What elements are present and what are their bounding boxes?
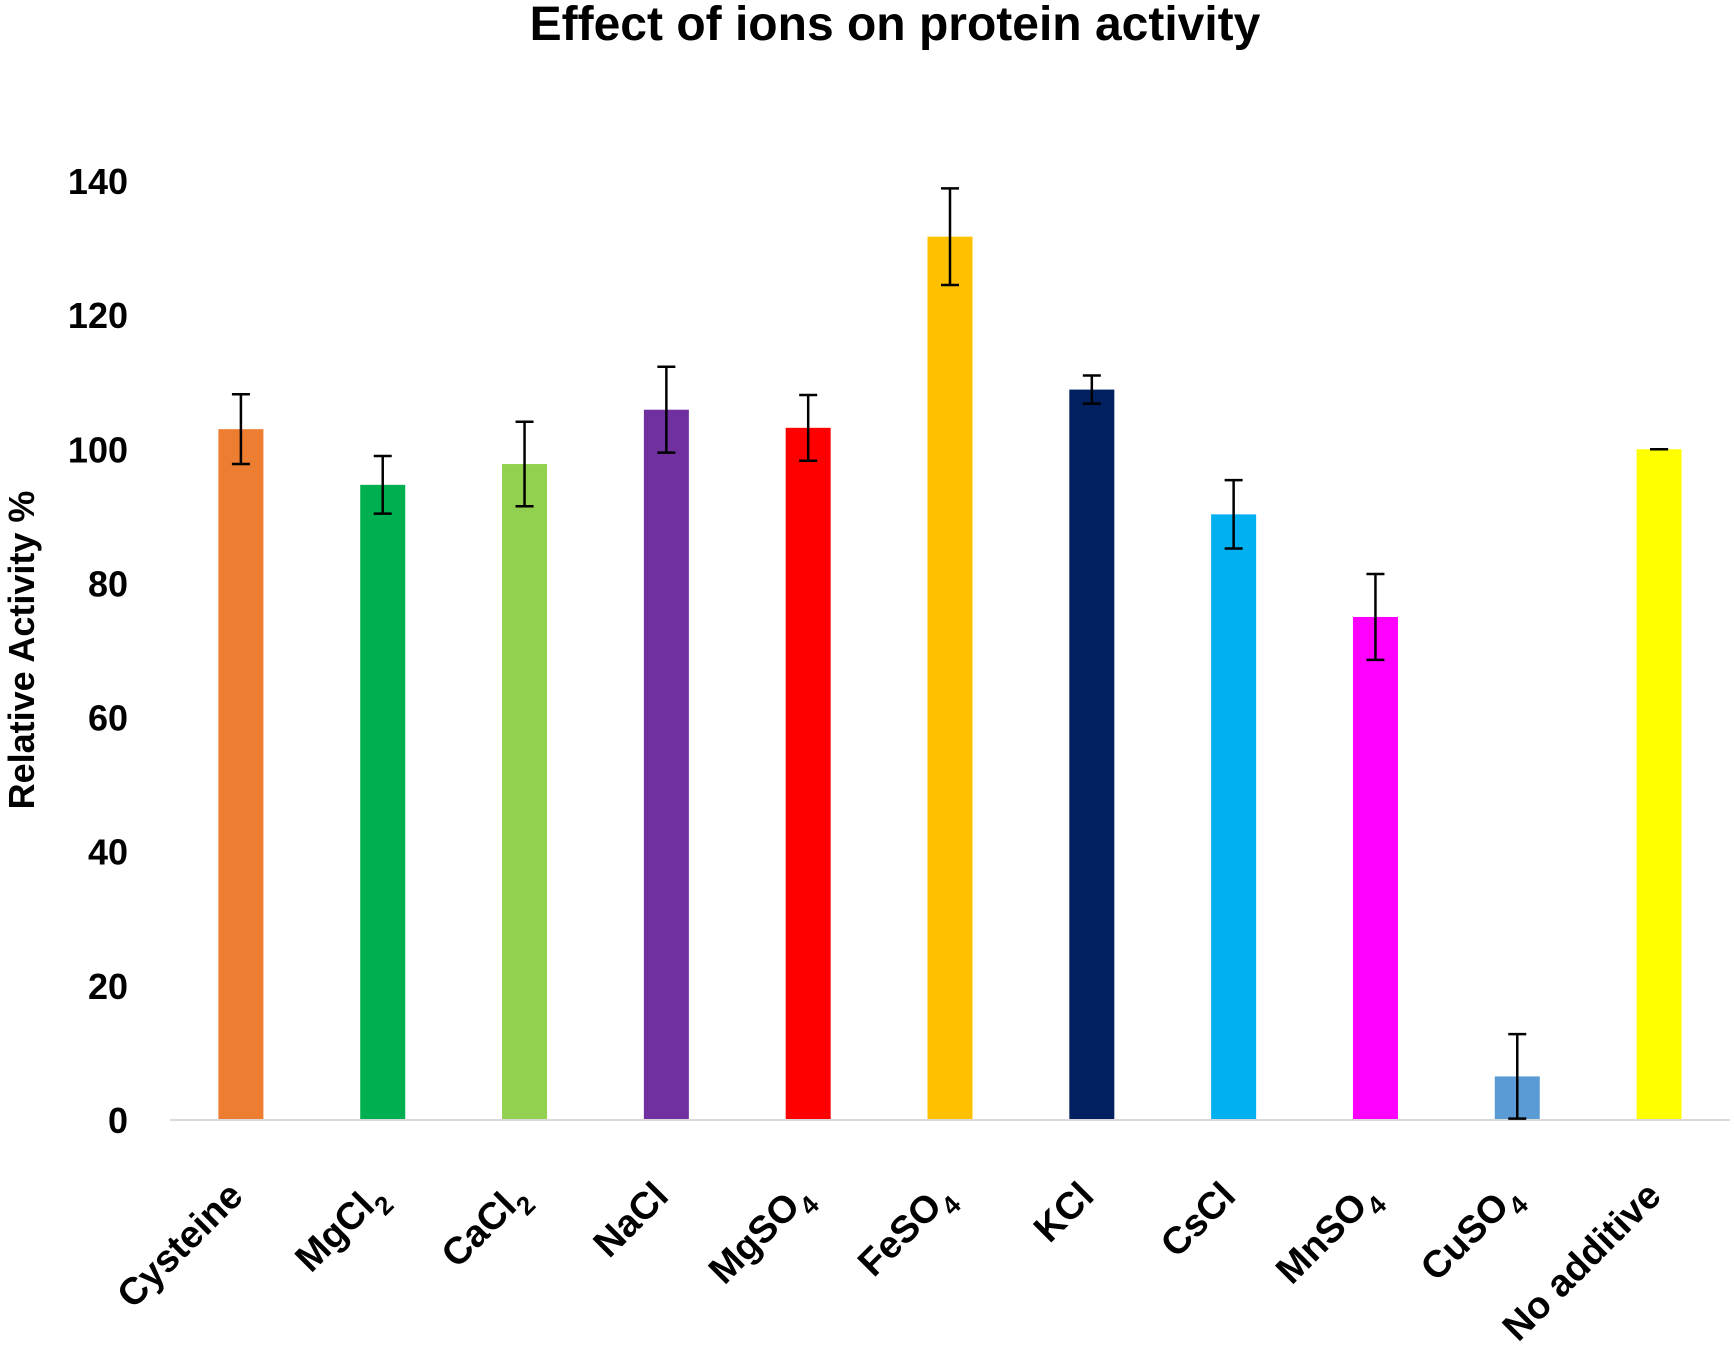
bar-5 [927,236,973,1120]
bar-3 [643,409,689,1120]
x-tick-label-4: MgSO4 [701,1174,825,1298]
error-bar-0 [231,393,250,466]
error-bar-1 [373,454,392,515]
error-bar-4 [799,393,818,462]
x-tick-label-3: NaCl [586,1175,677,1266]
chart-title: Effect of ions on protein activity [530,0,1261,51]
y-tick-label-5: 100 [68,429,128,470]
bar-10 [1636,449,1682,1120]
bar-4 [785,427,831,1120]
x-tick-label-text-9: CuSO [1413,1185,1517,1289]
y-tick-label-0: 0 [108,1100,128,1141]
y-tick-label-3: 60 [88,698,128,739]
x-tick-label-5: FeSO4 [850,1174,967,1291]
y-tick-label-6: 120 [68,295,128,336]
x-tick-label-6: KCl [1026,1175,1102,1251]
x-axis-labels: Cysteine MgCl2 CaCl2 NaCl MgSO4 FeSO4 KCl CsCl M… [110,1174,1670,1350]
y-tick-label-4: 80 [88,563,128,604]
y-tick-label-7: 140 [68,161,128,202]
error-bar-2 [515,420,534,508]
error-bar-9 [1508,1032,1527,1120]
error-bars-group [231,187,1669,1120]
y-axis-ticks: 0 20 40 60 80 100 120 140 [68,161,128,1141]
bar-1 [360,484,406,1120]
x-tick-label-text-6: KCl [1026,1175,1102,1251]
bar-0 [218,429,264,1120]
x-tick-label-9: CuSO4 [1413,1174,1534,1295]
x-tick-label-2: CaCl2 [434,1175,542,1283]
error-bar-5 [941,187,959,287]
error-bar-8 [1366,572,1385,662]
x-tick-label-8: MnSO4 [1268,1174,1392,1298]
error-bar-6 [1082,374,1101,405]
y-axis-label: Relative Activity % [1,491,42,810]
bar-8 [1352,616,1398,1120]
error-bar-3 [657,365,676,454]
x-tick-label-text-4: MgSO [701,1185,808,1292]
x-tick-label-text-8: MnSO [1268,1185,1375,1292]
bars-group [218,236,1682,1120]
x-tick-label-7: CsCl [1153,1175,1244,1266]
y-tick-label-2: 40 [88,832,128,873]
x-tick-label-text-3: NaCl [586,1175,677,1266]
x-tick-label-text-0: Cysteine [110,1175,252,1317]
x-tick-label-text-7: CsCl [1153,1175,1244,1266]
x-tick-label-0: Cysteine [110,1175,252,1317]
bar-6 [1069,389,1115,1120]
error-bar-7 [1224,478,1243,550]
x-tick-label-1: MgCl2 [287,1175,399,1287]
bar-7 [1211,514,1257,1120]
bar-2 [502,464,548,1120]
y-tick-label-1: 20 [88,966,128,1007]
